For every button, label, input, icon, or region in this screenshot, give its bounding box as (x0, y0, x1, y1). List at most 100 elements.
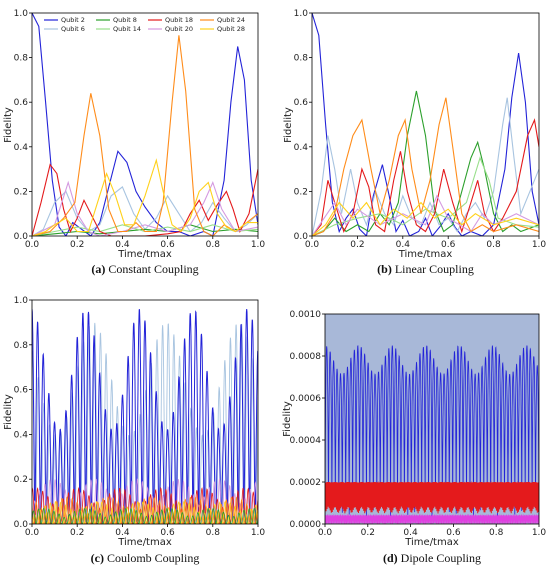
plot-area (32, 308, 258, 524)
plot-area (325, 314, 539, 524)
caption-text: Dipole Coupling (398, 551, 481, 565)
y-tick-label: 0.6 (14, 98, 29, 108)
series-line-qubit-24 (312, 97, 539, 236)
x-tick-label: 0.6 (160, 528, 175, 538)
panel-b-linear-coupling: 0.0 0.2 0.4 0.6 0.8 1.0 0.0 0.2 0.4 0.6 0.8 1.0 Time… (283, 9, 546, 276)
series-line-qubit-2 (312, 13, 539, 236)
x-tick-label: 1.0 (532, 240, 547, 250)
legend-label: Qubit 6 (61, 25, 85, 33)
series-line-qubit-8 (32, 224, 258, 236)
x-tick-label: 0.8 (486, 240, 501, 250)
series-line-qubit-20 (32, 180, 258, 236)
y-tick-label: 0.0010 (290, 310, 322, 320)
caption-letter: (c) (91, 551, 104, 565)
panel-c-coulomb-coupling: 0.0 0.2 0.4 0.6 0.8 1.0 0.0 0.2 0.4 0.6 0.8 1.0 Time… (3, 296, 265, 565)
y-tick-label: 0.8 (294, 54, 309, 64)
x-tick-label: 0.8 (206, 240, 221, 250)
x-tick-label: 0.4 (115, 528, 130, 538)
x-tick-label: 0.6 (160, 240, 175, 250)
x-axis-label: Time/tmax (398, 249, 453, 260)
y-axis-label: Fidelity (283, 107, 294, 143)
series-line-qubit-8 (32, 507, 258, 524)
y-tick-label: 1.0 (14, 9, 29, 19)
panel-d-dipole-coupling: 0.0 0.2 0.4 0.6 0.8 1.0 0.0000 0.0002 0.0004 0.00… (282, 310, 546, 565)
y-axis-label: Fidelity (3, 107, 14, 143)
panel-caption: (a) Constant Coupling (91, 262, 198, 276)
y-tick-label: 0.0 (14, 520, 29, 530)
x-tick-label: 0.2 (70, 240, 84, 250)
x-tick-label: 0.6 (441, 240, 456, 250)
plot-area (32, 13, 258, 236)
y-tick-label: 0.8 (14, 54, 29, 64)
x-tick-label: 1.0 (251, 528, 266, 538)
x-tick-label: 0.4 (396, 240, 411, 250)
series-line-qubit-20 (325, 513, 539, 524)
y-tick-label: 0.0 (294, 232, 309, 242)
x-axis-label: Time/tmax (404, 537, 459, 548)
caption-text: Coulomb Coupling (104, 551, 199, 565)
y-tick-label: 1.0 (294, 9, 309, 19)
x-tick-label: 0.0 (25, 240, 40, 250)
y-tick-label: 1.0 (14, 296, 29, 306)
caption-text: Linear Coupling (392, 262, 474, 276)
y-tick-label: 0.2 (14, 475, 28, 485)
series-line-qubit-2 (325, 345, 539, 524)
legend-label: Qubit 18 (165, 16, 193, 24)
x-tick-label: 0.2 (350, 240, 364, 250)
plot-area (312, 13, 539, 236)
series-line-qubit-6 (312, 97, 539, 236)
axes-frame (324, 313, 540, 525)
x-tick-label: 0.2 (361, 528, 375, 538)
series-line-qubit-8 (312, 90, 539, 236)
axes-frame (311, 12, 540, 237)
caption-text: Constant Coupling (105, 262, 198, 276)
x-axis-label: Time/tmax (117, 249, 172, 260)
panel-caption: (d) Dipole Coupling (383, 551, 481, 565)
legend-label: Qubit 20 (165, 25, 193, 33)
x-tick-label: 0.0 (318, 528, 333, 538)
x-tick-label: 0.8 (489, 528, 504, 538)
y-tick-label: 0.2 (294, 187, 308, 197)
x-axis-label: Time/tmax (117, 537, 172, 548)
y-axis-label: Fidelity (282, 401, 293, 437)
caption-letter: (d) (383, 551, 398, 565)
series-line-qubit-24 (32, 496, 258, 524)
y-tick-label: 0.6 (294, 98, 309, 108)
x-tick-label: 0.6 (446, 528, 461, 538)
y-tick-label: 0.8 (14, 341, 29, 351)
y-tick-label: 0.2 (14, 187, 28, 197)
y-axis-label: Fidelity (3, 394, 14, 430)
y-tick-label: 0.0002 (290, 478, 322, 488)
y-tick-label: 0.0006 (290, 394, 322, 404)
x-tick-label: 1.0 (532, 528, 547, 538)
y-tick-label: 0.0008 (290, 352, 322, 362)
x-tick-label: 0.4 (403, 528, 418, 538)
x-tick-label: 0.0 (305, 240, 320, 250)
legend-label: Qubit 8 (113, 16, 137, 24)
axes-frame (31, 12, 259, 237)
axes-frame (31, 299, 259, 525)
x-tick-label: 0.2 (70, 528, 84, 538)
series-line-qubit-18 (325, 481, 539, 514)
y-tick-label: 0.4 (294, 143, 309, 153)
series-line-qubit-28 (312, 201, 539, 236)
caption-letter: (a) (91, 262, 105, 276)
legend-label: Qubit 28 (217, 25, 245, 33)
y-tick-label: 0.4 (14, 430, 29, 440)
x-tick-label: 0.0 (25, 528, 40, 538)
panel-a-constant-coupling: 0.0 0.2 0.4 0.6 0.8 1.0 0.0 0.2 0.4 0.6 0.8 1.0 Time… (3, 9, 265, 276)
series-line-qubit-28 (32, 158, 258, 236)
series-line-qubit-18 (32, 163, 258, 236)
y-tick-label: 0.0 (14, 232, 29, 242)
legend-label: Qubit 14 (113, 25, 141, 33)
series-line-qubit-20 (312, 194, 539, 236)
panel-caption: (b) Linear Coupling (377, 262, 474, 276)
y-tick-label: 0.4 (14, 143, 29, 153)
y-tick-label: 0.0004 (290, 436, 322, 446)
legend-label: Qubit 2 (61, 16, 85, 24)
y-tick-label: 0.6 (14, 386, 29, 396)
x-tick-label: 1.0 (251, 240, 266, 250)
x-tick-label: 0.8 (206, 528, 221, 538)
y-tick-label: 0.0000 (290, 520, 322, 530)
